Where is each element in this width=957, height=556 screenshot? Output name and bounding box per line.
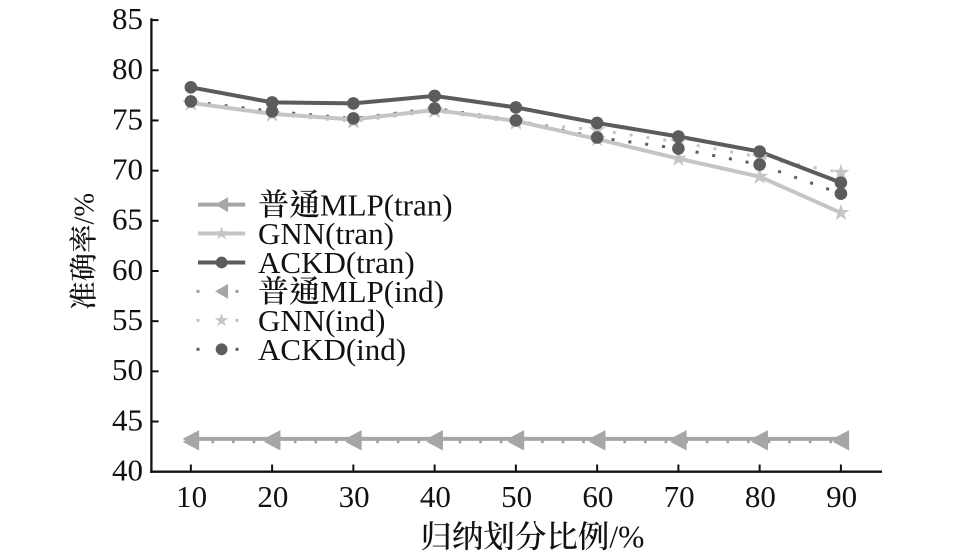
svg-text:80: 80 [745, 479, 776, 514]
svg-text:60: 60 [582, 479, 613, 514]
svg-text:GNN(tran): GNN(tran) [258, 216, 394, 251]
svg-text:20: 20 [257, 479, 288, 514]
svg-text:MLP(tran): MLP(tran) [320, 187, 453, 222]
svg-text:45: 45 [112, 402, 143, 437]
svg-text:GNN(ind): GNN(ind) [258, 303, 385, 338]
svg-text:MLP(ind): MLP(ind) [320, 274, 444, 309]
svg-text:85: 85 [112, 1, 143, 36]
svg-text:10: 10 [176, 479, 207, 514]
svg-text:70: 70 [664, 479, 695, 514]
svg-text:50: 50 [501, 479, 532, 514]
svg-text:65: 65 [112, 202, 143, 237]
svg-text:70: 70 [112, 152, 143, 187]
svg-text:30: 30 [339, 479, 370, 514]
svg-text:40: 40 [112, 453, 143, 488]
svg-text:ACKD(ind): ACKD(ind) [258, 332, 406, 367]
svg-text:50: 50 [112, 352, 143, 387]
svg-text:80: 80 [112, 51, 143, 86]
svg-text:/%: /% [609, 520, 644, 555]
svg-text:40: 40 [420, 479, 451, 514]
svg-text:55: 55 [112, 302, 143, 337]
svg-text:/%: /% [70, 193, 101, 225]
svg-text:60: 60 [112, 252, 143, 287]
svg-text:90: 90 [826, 479, 857, 514]
svg-text:ACKD(tran): ACKD(tran) [258, 245, 415, 280]
svg-text:75: 75 [112, 101, 143, 136]
